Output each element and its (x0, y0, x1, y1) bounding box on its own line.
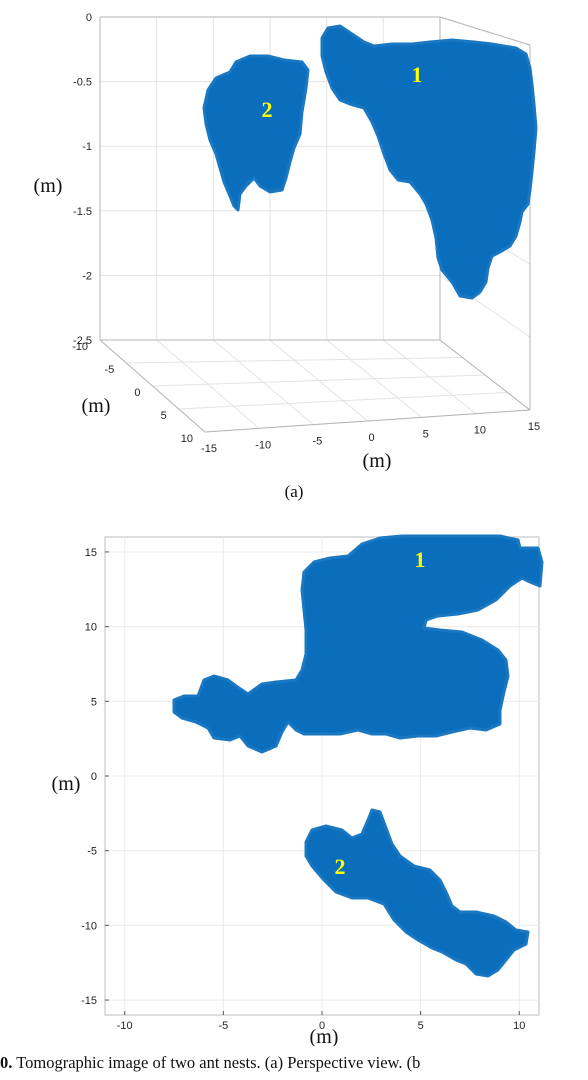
nest-1-label-b: 1 (415, 547, 426, 572)
nest-2-top-blob (304, 808, 530, 978)
y-tick-label: -10 (81, 920, 97, 932)
figure-number: 0. (0, 1053, 13, 1072)
y-tick-label: 0 (134, 387, 140, 399)
y-tick-label: 10 (181, 433, 193, 445)
top-view-x-unit-label: (m) (310, 1026, 339, 1046)
y-tick-label: -5 (87, 846, 97, 858)
x-grid-line (156, 339, 260, 429)
top-view-plot: -10 -5 0 5 10 15 10 5 0 -5 -10 -15 1 2 (m) (m) (52, 534, 544, 1046)
y-axis-unit-label: (m) (82, 395, 111, 417)
nest-1-top-blob (172, 534, 544, 754)
figure-caption: 0. Tomographic image of two ant nests. (… (0, 1046, 588, 1080)
x-tick-label: -5 (312, 436, 322, 448)
x-tick-label: 0 (368, 432, 374, 444)
perspective-nest-blobs (202, 24, 538, 300)
box-edge (204, 409, 531, 433)
x-tick-label: 15 (528, 421, 540, 433)
x-tick-label: 10 (474, 425, 486, 437)
y-tick-label: 5 (161, 410, 167, 422)
nest-1-label-a: 1 (412, 62, 423, 87)
y-tick-label: 10 (85, 622, 97, 634)
x-tick-label: 10 (513, 1020, 525, 1032)
y-tick-label: 15 (85, 547, 97, 559)
panel-a-label: (a) (285, 482, 304, 501)
x-tick-label: -10 (117, 1020, 133, 1032)
box-edge (439, 16, 531, 46)
nest-2-label-a: 2 (262, 97, 273, 122)
x-tick-label: -5 (218, 1020, 228, 1032)
x-tick-label: 5 (418, 1020, 424, 1032)
z-tick-label: -1.5 (73, 206, 92, 218)
top-view-nest-blobs (172, 534, 544, 978)
z-tick-label: -1 (82, 141, 92, 153)
nest-2-label-b: 2 (335, 854, 346, 879)
y-tick-label: -10 (72, 341, 88, 353)
x-axis-unit-label: (m) (363, 450, 392, 472)
y-tick-label: 5 (91, 696, 97, 708)
box-edge (99, 339, 206, 433)
top-view-ticks: -10 -5 0 5 10 15 10 5 0 -5 -10 -15 (81, 547, 525, 1032)
x-tick-label: 5 (423, 428, 429, 440)
y-tick-label: -15 (81, 995, 97, 1007)
box-edge (439, 339, 531, 411)
x-grid-line (326, 339, 422, 418)
nest-1-blob (320, 24, 538, 300)
y-tick-label: 0 (91, 771, 97, 783)
x-tick-label: -10 (255, 439, 271, 451)
z-axis-unit-label: (m) (34, 175, 63, 197)
z-tick-label: 0 (86, 12, 92, 24)
z-tick-label: -0.5 (73, 77, 92, 89)
x-tick-label: 0 (319, 1020, 325, 1032)
nest-2-blob (202, 54, 310, 212)
z-tick-label: -2 (82, 270, 92, 282)
y-tick-label: -5 (104, 364, 114, 376)
x-grid-line (269, 339, 368, 422)
x-grid-line (383, 339, 477, 415)
top-view-y-unit-label: (m) (52, 773, 81, 795)
x-grid-line (213, 339, 314, 426)
caption-text: Tomographic image of two ant nests. (a) … (12, 1053, 421, 1072)
z-tick-label: -2.5 (73, 335, 92, 347)
x-tick-label: -15 (201, 443, 217, 455)
